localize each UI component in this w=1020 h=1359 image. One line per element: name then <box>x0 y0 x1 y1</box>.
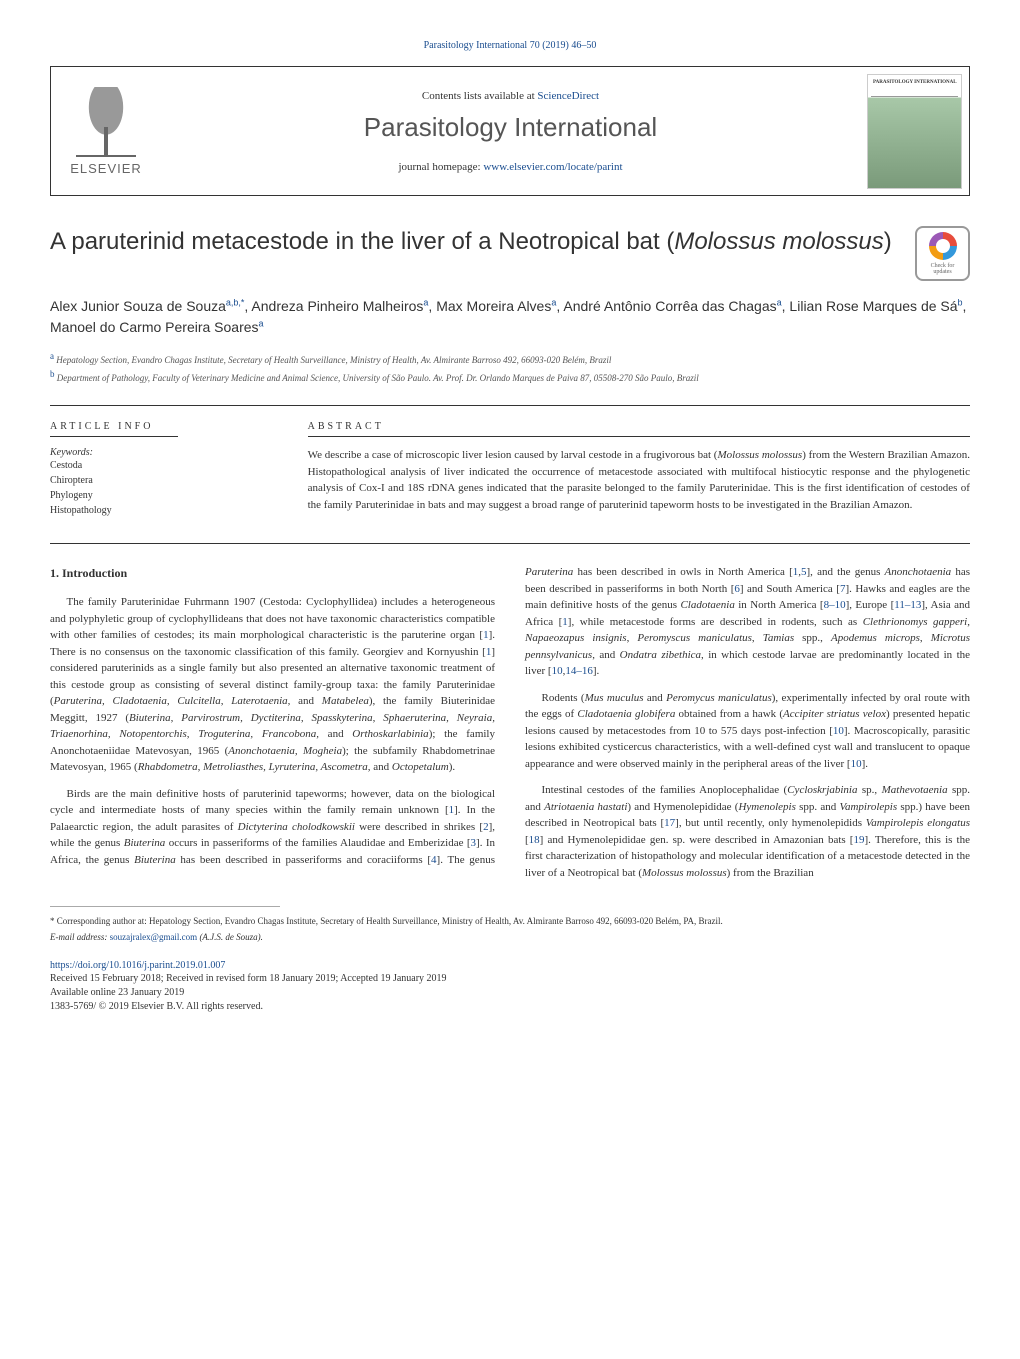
affiliation-b: b Department of Pathology, Faculty of Ve… <box>50 368 970 386</box>
homepage-line: journal homepage: www.elsevier.com/locat… <box>161 161 860 173</box>
title-species: Molossus molossus <box>674 228 883 255</box>
header-center: Contents lists available at ScienceDirec… <box>161 90 860 173</box>
journal-name: Parasitology International <box>161 112 860 143</box>
email-line: E-mail address: souzajralex@gmail.com (A… <box>50 932 970 942</box>
article-info: ARTICLE INFO Keywords: Cestoda Chiropter… <box>50 421 308 518</box>
keywords-label: Keywords: <box>50 447 283 458</box>
homepage-prefix: journal homepage: <box>398 161 483 173</box>
footer-separator <box>50 906 280 907</box>
keyword: Chiroptera <box>50 473 283 488</box>
received-info: Received 15 February 2018; Received in r… <box>50 972 970 986</box>
check-updates-text: Check forupdates <box>931 263 955 275</box>
top-reference: Parasitology International 70 (2019) 46–… <box>50 40 970 51</box>
doi-link[interactable]: https://doi.org/10.1016/j.parint.2019.01… <box>50 960 225 971</box>
crossmark-icon <box>929 232 957 260</box>
email-suffix: (A.J.S. de Souza). <box>197 932 263 942</box>
corresponding-author: * Corresponding author at: Hepatology Se… <box>50 915 970 928</box>
abstract: ABSTRACT We describe a case of microscop… <box>308 421 970 518</box>
top-reference-link[interactable]: Parasitology International 70 (2019) 46–… <box>424 40 597 51</box>
journal-header: ELSEVIER Contents lists available at Sci… <box>50 66 970 196</box>
article-title: A paruterinid metacestode in the liver o… <box>50 226 895 257</box>
intro-paragraphs: The family Paruterinidae Fuhrmann 1907 (… <box>50 564 970 881</box>
authors-list: Alex Junior Souza de Souzaa,b,*, Andreza… <box>50 296 970 338</box>
info-abstract-row: ARTICLE INFO Keywords: Cestoda Chiropter… <box>50 421 970 518</box>
contents-prefix: Contents lists available at <box>422 90 537 102</box>
section-1-heading: 1. Introduction <box>50 564 495 582</box>
title-pre: A paruterinid metacestode in the liver o… <box>50 228 674 255</box>
copyright-info: 1383-5769/ © 2019 Elsevier B.V. All righ… <box>50 1000 970 1014</box>
section-rule-top <box>50 405 970 406</box>
sciencedirect-link[interactable]: ScienceDirect <box>537 90 599 102</box>
homepage-link[interactable]: www.elsevier.com/locate/parint <box>483 161 622 173</box>
elsevier-logo: ELSEVIER <box>51 79 161 184</box>
available-info: Available online 23 January 2019 <box>50 986 970 1000</box>
journal-cover-thumbnail: PARASITOLOGY INTERNATIONAL <box>867 74 962 189</box>
contents-line: Contents lists available at ScienceDirec… <box>161 90 860 102</box>
title-post: ) <box>884 228 892 255</box>
abstract-text: We describe a case of microscopic liver … <box>308 447 970 513</box>
email-label: E-mail address: <box>50 932 110 942</box>
keywords-list: Cestoda Chiroptera Phylogeny Histopathol… <box>50 458 283 518</box>
affiliations: a Hepatology Section, Evandro Chagas Ins… <box>50 350 970 385</box>
affiliation-a: a Hepatology Section, Evandro Chagas Ins… <box>50 350 970 368</box>
keyword: Cestoda <box>50 458 283 473</box>
elsevier-text: ELSEVIER <box>70 161 142 176</box>
keyword: Histopathology <box>50 503 283 518</box>
keyword: Phylogeny <box>50 488 283 503</box>
cover-title: PARASITOLOGY INTERNATIONAL <box>873 80 957 85</box>
abstract-rule <box>308 436 970 437</box>
elsevier-tree-icon <box>76 87 136 157</box>
email-link[interactable]: souzajralex@gmail.com <box>110 932 198 942</box>
body-text: 1. Introduction The family Paruterinidae… <box>50 564 970 881</box>
info-rule <box>50 436 178 437</box>
check-updates-badge[interactable]: Check forupdates <box>915 226 970 281</box>
title-row: A paruterinid metacestode in the liver o… <box>50 226 970 281</box>
article-info-heading: ARTICLE INFO <box>50 421 283 432</box>
abstract-heading: ABSTRACT <box>308 421 970 432</box>
